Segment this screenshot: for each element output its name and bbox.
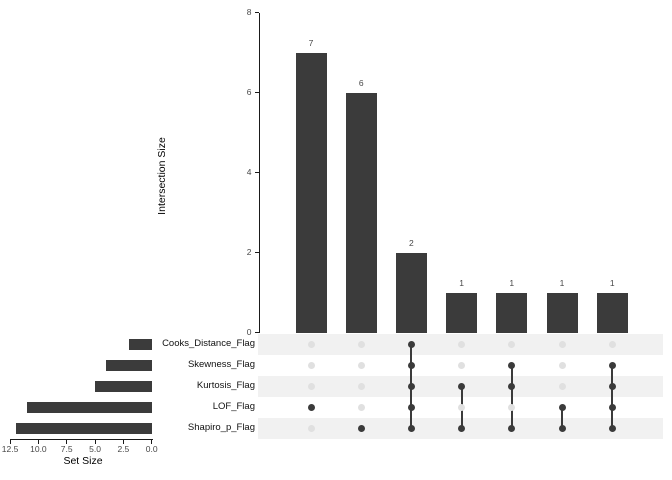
matrix-dot-active	[458, 382, 466, 390]
intersection-axis-line	[258, 12, 260, 333]
set-label: Cooks_Distance_Flag	[162, 338, 255, 349]
matrix-dot-inactive	[458, 340, 466, 348]
matrix-connector	[611, 365, 614, 428]
matrix-dot-active	[508, 424, 516, 432]
matrix-dot-inactive	[307, 382, 315, 390]
set-size-axis-tick-label: 10.0	[30, 444, 47, 454]
intersection-bar-value: 7	[308, 38, 314, 48]
set-size-axis-tick-label: 7.5	[60, 444, 73, 454]
matrix-dot-inactive	[558, 361, 566, 369]
matrix-dot-active	[558, 424, 566, 432]
matrix-dot-active	[608, 403, 616, 411]
set-label: Skewness_Flag	[187, 359, 255, 370]
intersection-axis-tick	[254, 252, 259, 253]
intersection-bar-value: 6	[358, 78, 364, 88]
intersection-bar	[446, 292, 478, 333]
matrix-dot-inactive	[307, 361, 315, 369]
set-size-axis-tick	[9, 440, 11, 444]
set-size-axis-tick	[37, 440, 39, 444]
set-size-axis-tick	[122, 440, 124, 444]
set-size-bar	[106, 359, 152, 371]
set-size-axis-tick-label: 0.0	[145, 444, 158, 454]
matrix-dot-inactive	[357, 382, 365, 390]
matrix-dot-inactive	[357, 361, 365, 369]
set-label: Kurtosis_Flag	[196, 380, 255, 391]
set-size-axis-tick-label: 12.5	[1, 444, 19, 454]
set-size-axis-line	[10, 439, 153, 440]
set-size-bar	[15, 422, 152, 434]
matrix-dot-active	[407, 424, 415, 432]
intersection-axis-tick-label: 0	[246, 327, 252, 337]
set-size-axis-tick-label: 2.5	[117, 444, 130, 454]
intersection-axis-tick-label: 8	[246, 7, 252, 17]
intersection-bar	[295, 52, 327, 333]
matrix-dot-inactive	[508, 403, 516, 411]
matrix-dot-active	[508, 382, 516, 390]
intersection-axis-tick	[254, 92, 259, 93]
intersection-axis-tick	[254, 332, 259, 333]
intersection-bar	[496, 292, 528, 333]
matrix-dot-active	[608, 424, 616, 432]
matrix-dot-inactive	[558, 340, 566, 348]
intersection-bar	[596, 292, 628, 333]
set-size-axis-tick-label: 5.0	[89, 444, 101, 454]
matrix-dot-active	[458, 424, 466, 432]
matrix-dot-inactive	[458, 361, 466, 369]
matrix-connector	[561, 407, 563, 428]
matrix-dot-active	[357, 424, 365, 432]
matrix-dot-inactive	[357, 340, 365, 348]
matrix-dot-inactive	[458, 403, 466, 411]
intersection-bar-value: 2	[409, 238, 414, 248]
matrix-connector	[510, 365, 513, 428]
intersection-axis-tick	[254, 12, 259, 13]
intersection-axis-tick-label: 6	[246, 87, 252, 97]
matrix-dot-active	[407, 340, 415, 348]
matrix-dot-active	[407, 361, 415, 369]
intersection-axis-tick-label: 2	[246, 247, 252, 257]
intersection-axis-tick-label: 4	[246, 167, 252, 177]
set-size-axis-tick	[66, 440, 68, 444]
matrix-dot-active	[407, 403, 415, 411]
matrix-dot-inactive	[608, 340, 616, 348]
set-label: Shapiro_p_Flag	[187, 422, 255, 433]
matrix-dot-active	[558, 403, 566, 411]
set-size-bar	[95, 380, 152, 392]
matrix-dot-inactive	[357, 403, 365, 411]
set-size-axis-title: Set Size	[63, 455, 103, 467]
set-size-axis-tick	[151, 440, 153, 444]
intersection-bar-value: 1	[609, 278, 615, 288]
matrix-dot-active	[608, 361, 616, 369]
matrix-dot-inactive	[307, 424, 315, 432]
set-label: LOF_Flag	[212, 401, 255, 412]
intersection-bar	[395, 252, 427, 333]
matrix-dot-active	[407, 382, 415, 390]
matrix-dot-active	[508, 361, 516, 369]
intersection-bar-value: 1	[459, 278, 464, 288]
matrix-dot-inactive	[558, 382, 566, 390]
intersection-axis-tick	[254, 172, 259, 173]
matrix-dot-inactive	[307, 340, 315, 348]
intersection-bar-value: 1	[509, 278, 515, 288]
intersection-bar	[546, 292, 578, 333]
intersection-bar	[345, 92, 377, 333]
intersection-bar-value: 1	[559, 278, 565, 288]
matrix-dot-active	[608, 382, 616, 390]
set-size-bar	[129, 338, 152, 350]
matrix-dot-inactive	[508, 340, 516, 348]
set-size-bar	[27, 401, 152, 413]
set-size-axis-tick	[94, 440, 96, 444]
matrix-dot-active	[307, 403, 315, 411]
